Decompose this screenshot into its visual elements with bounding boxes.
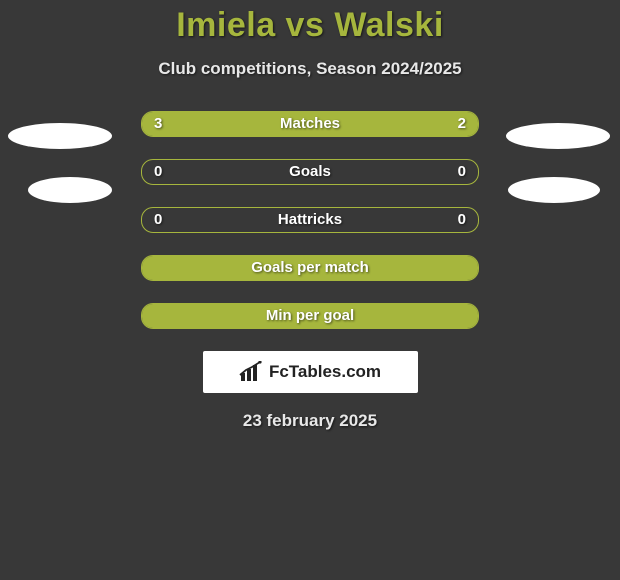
stat-label: Hattricks: [142, 208, 478, 232]
stat-label: Min per goal: [142, 304, 478, 328]
subtitle: Club competitions, Season 2024/2025: [0, 59, 620, 79]
player-left-photo-placeholder-2: [28, 177, 112, 203]
source-logo-text: FcTables.com: [269, 362, 381, 382]
comparison-widget: Imiela vs Walski Club competitions, Seas…: [0, 0, 620, 580]
stat-row-matches: 3 Matches 2: [141, 111, 479, 137]
date-text: 23 february 2025: [0, 411, 620, 431]
source-logo-box: FcTables.com: [203, 351, 418, 393]
player-right-photo-placeholder-1: [506, 123, 610, 149]
stat-rows: 3 Matches 2 0 Goals 0 0 Hattricks 0 Goal…: [141, 111, 479, 329]
stat-label: Goals per match: [142, 256, 478, 280]
page-title: Imiela vs Walski: [0, 0, 620, 45]
stat-right-value: 0: [458, 160, 466, 184]
stat-right-value: 0: [458, 208, 466, 232]
stat-row-goals-per-match: Goals per match: [141, 255, 479, 281]
stat-row-min-per-goal: Min per goal: [141, 303, 479, 329]
stat-label: Goals: [142, 160, 478, 184]
stat-row-hattricks: 0 Hattricks 0: [141, 207, 479, 233]
stat-row-goals: 0 Goals 0: [141, 159, 479, 185]
player-left-photo-placeholder-1: [8, 123, 112, 149]
player-right-photo-placeholder-2: [508, 177, 600, 203]
stat-label: Matches: [142, 112, 478, 136]
stat-right-value: 2: [458, 112, 466, 136]
bar-chart-icon: [239, 361, 265, 383]
